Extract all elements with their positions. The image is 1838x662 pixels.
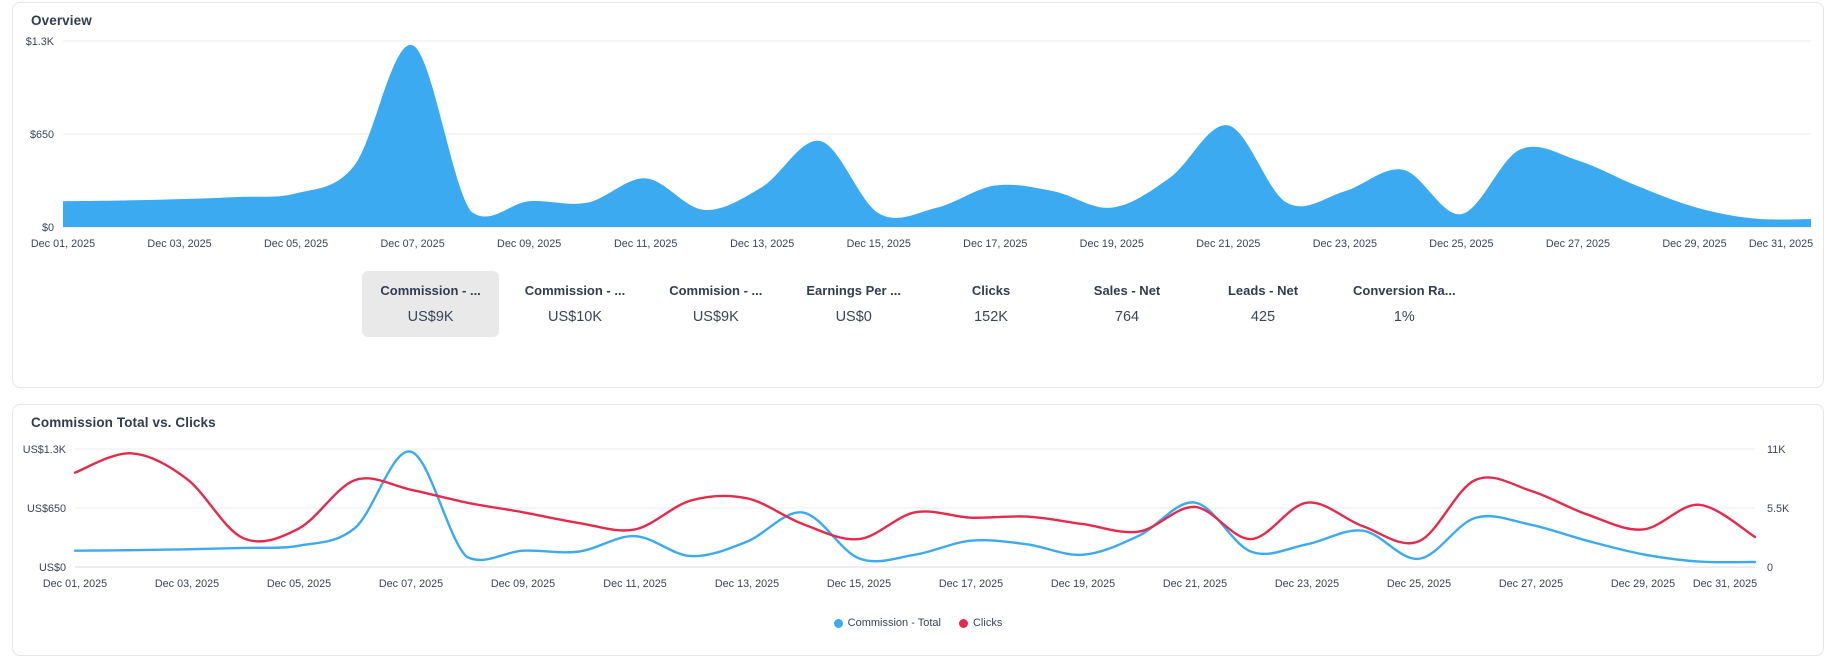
metric-card-8[interactable]: Conversion Ra... 1% xyxy=(1335,271,1474,337)
x-tick-label: Dec 19, 2025 xyxy=(1051,578,1115,590)
y-tick-label: 0 xyxy=(1767,562,1773,574)
x-tick-label: Dec 25, 2025 xyxy=(1387,578,1451,590)
area-series-commission-total xyxy=(63,44,1811,227)
metric-card-1[interactable]: Commission - ... US$9K xyxy=(362,271,499,337)
metric-value: 152K xyxy=(974,309,1008,325)
x-tick-label: Dec 17, 2025 xyxy=(939,578,1003,590)
comparison-panel-title: Commission Total vs. Clicks xyxy=(31,415,216,430)
legend-item-commission-total[interactable]: Commission - Total xyxy=(833,617,941,629)
x-tick-label: Dec 13, 2025 xyxy=(730,238,794,250)
x-tick-label: Dec 29, 2025 xyxy=(1611,578,1675,590)
metric-value: US$0 xyxy=(835,309,872,325)
overview-panel: Overview $0 $650 $1.3K Dec 01, 2025 Dec 03, … xyxy=(12,2,1824,388)
x-tick-label: Dec 03, 2025 xyxy=(147,238,211,250)
y-tick-label: 11K xyxy=(1767,444,1786,456)
x-tick-label: Dec 27, 2025 xyxy=(1499,578,1563,590)
x-tick-label: Dec 31, 2025 xyxy=(1693,578,1757,590)
metric-label: Leads - Net xyxy=(1227,283,1299,298)
x-tick-label: Dec 23, 2025 xyxy=(1313,238,1377,250)
metric-value: US$9K xyxy=(407,309,454,325)
metric-card-3[interactable]: Commision - ... US$9K xyxy=(651,271,780,337)
metric-label: Commission - ... xyxy=(380,283,481,298)
gridlines xyxy=(75,448,1755,568)
x-tick-label: Dec 19, 2025 xyxy=(1080,238,1144,250)
x-tick-label: Dec 31, 2025 xyxy=(1749,238,1813,250)
line-series-clicks xyxy=(73,452,1757,545)
x-tick-label: Dec 29, 2025 xyxy=(1662,238,1726,250)
y-tick-label: US$650 xyxy=(27,503,66,515)
x-tick-label: Dec 13, 2025 xyxy=(715,578,779,590)
metric-label: Sales - Net xyxy=(1093,283,1161,298)
metric-card-7[interactable]: Leads - Net 425 xyxy=(1199,271,1327,337)
y-tick-label: $1.3K xyxy=(26,36,55,48)
line-series-commission-total xyxy=(73,450,1757,564)
x-axis-labels: Dec 01, 2025 Dec 03, 2025 Dec 05, 2025 Dec … xyxy=(43,578,1757,590)
x-tick-label: Dec 25, 2025 xyxy=(1429,238,1493,250)
legend-item-clicks[interactable]: Clicks xyxy=(958,617,1003,629)
y-tick-label: $0 xyxy=(42,222,54,234)
x-tick-label: Dec 05, 2025 xyxy=(264,238,328,250)
legend-label: Commission - Total xyxy=(847,617,941,629)
x-tick-label: Dec 21, 2025 xyxy=(1163,578,1227,590)
metric-label: Commision - ... xyxy=(669,283,763,298)
metric-value: US$10K xyxy=(547,309,602,325)
x-tick-label: Dec 15, 2025 xyxy=(847,238,911,250)
metric-value: 1% xyxy=(1393,309,1415,325)
x-tick-label: Dec 01, 2025 xyxy=(31,238,95,250)
x-tick-label: Dec 07, 2025 xyxy=(379,578,443,590)
legend-dot-icon xyxy=(833,618,843,628)
y-tick-label: 5.5K xyxy=(1767,503,1790,515)
x-tick-label: Dec 07, 2025 xyxy=(380,238,444,250)
x-tick-label: Dec 03, 2025 xyxy=(155,578,219,590)
chart-legend: Commission - Total Clicks xyxy=(13,617,1823,629)
metric-value: 764 xyxy=(1114,309,1140,325)
legend-label: Clicks xyxy=(972,617,1003,629)
x-tick-label: Dec 27, 2025 xyxy=(1546,238,1610,250)
metric-card-6[interactable]: Sales - Net 764 xyxy=(1063,271,1191,337)
y-tick-label: $650 xyxy=(30,129,54,141)
metric-card-2[interactable]: Commission - ... US$10K xyxy=(507,271,643,337)
y-axis-labels: US$0 US$650 US$1.3K xyxy=(23,444,67,574)
x-tick-label: Dec 11, 2025 xyxy=(614,238,677,250)
metric-label: Earnings Per ... xyxy=(806,283,902,298)
y-tick-label: US$1.3K xyxy=(23,444,67,456)
x-tick-label: Dec 05, 2025 xyxy=(267,578,331,590)
metric-label: Clicks xyxy=(971,283,1011,298)
metric-card-5[interactable]: Clicks 152K xyxy=(927,271,1055,337)
metric-value: 425 xyxy=(1250,309,1276,325)
x-tick-label: Dec 11, 2025 xyxy=(603,578,666,590)
y-tick-label: US$0 xyxy=(39,562,66,574)
x-tick-label: Dec 01, 2025 xyxy=(43,578,107,590)
metric-label: Conversion Ra... xyxy=(1353,283,1456,298)
x-tick-label: Dec 21, 2025 xyxy=(1196,238,1260,250)
x-tick-label: Dec 09, 2025 xyxy=(497,238,561,250)
legend-dot-icon xyxy=(958,618,968,628)
x-axis-labels: Dec 01, 2025 Dec 03, 2025 Dec 05, 2025 Dec … xyxy=(31,238,1813,250)
x-tick-label: Dec 15, 2025 xyxy=(827,578,891,590)
x-tick-label: Dec 17, 2025 xyxy=(963,238,1027,250)
comparison-panel: Commission Total vs. Clicks US$0 US$650 US… xyxy=(12,404,1824,656)
overview-panel-title: Overview xyxy=(31,13,92,28)
metric-label: Commission - ... xyxy=(524,283,626,298)
metric-cards-row: Commission - ... US$9K Commission - ... US$… xyxy=(13,271,1823,337)
y-axis-labels: 0 5.5K 11K xyxy=(1767,444,1790,574)
x-tick-label: Dec 23, 2025 xyxy=(1275,578,1339,590)
metric-value: US$9K xyxy=(692,309,739,325)
x-tick-label: Dec 09, 2025 xyxy=(491,578,555,590)
metric-card-4[interactable]: Earnings Per ... US$0 xyxy=(788,271,919,337)
y-axis-labels: $0 $650 $1.3K xyxy=(26,36,55,234)
